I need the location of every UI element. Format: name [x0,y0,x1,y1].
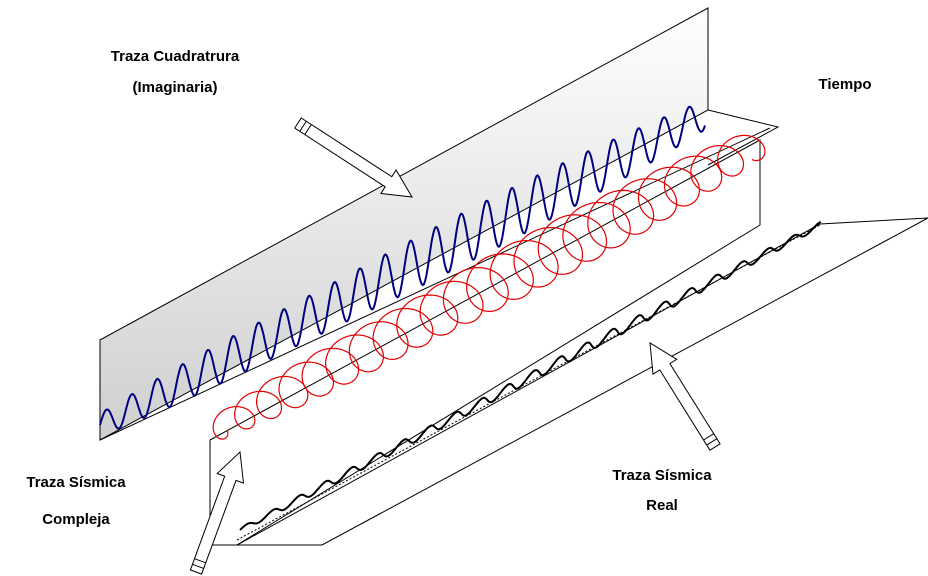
diagram: Traza Cuadratrura (Imaginaria) Tiempo Tr… [0,0,928,576]
label: Tiempo [818,76,871,93]
label: Compleja [42,511,110,528]
label: Traza Cuadratrura [111,48,240,65]
label: Traza Sísmica [612,467,712,484]
arrow [650,343,720,450]
label: (Imaginaria) [132,79,217,96]
arrow [190,452,243,574]
arrow [295,118,412,197]
time-plane [708,110,778,165]
label: Real [646,497,678,514]
label: Traza Sísmica [26,474,126,491]
